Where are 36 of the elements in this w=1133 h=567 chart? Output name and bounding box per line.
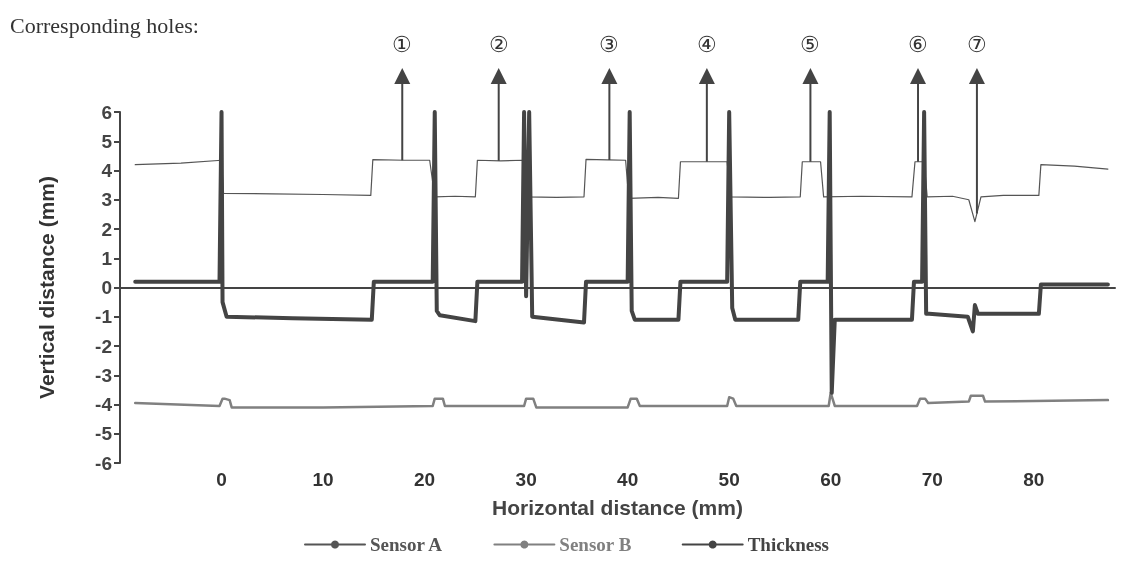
text: Corresponding holes: bbox=[10, 12, 199, 38]
x-tick-label: 80 bbox=[1023, 469, 1045, 490]
y-tick-label: -6 bbox=[95, 452, 112, 474]
annotation: ⑤ bbox=[800, 32, 821, 57]
x-tick-label: 60 bbox=[820, 469, 842, 490]
legend-label: Sensor A bbox=[370, 534, 443, 555]
y-tick-label: 4 bbox=[101, 160, 113, 181]
x-axis-title: Horizontal distance (mm) bbox=[492, 496, 743, 519]
annotation: ① bbox=[392, 32, 413, 57]
x-tick-label: 70 bbox=[921, 469, 943, 490]
y-tick-label: 2 bbox=[101, 218, 112, 240]
y-tick-label: 1 bbox=[101, 247, 113, 269]
annotation: ③ bbox=[599, 32, 620, 57]
y-tick-label: -4 bbox=[95, 394, 113, 415]
x-tick-label: 0 bbox=[216, 469, 227, 490]
x-tick-label: 50 bbox=[718, 469, 740, 490]
y-tick-label: -3 bbox=[95, 364, 112, 386]
y-tick-label: -2 bbox=[95, 335, 112, 357]
x-tick-label: 10 bbox=[312, 469, 334, 490]
x-tick-label: 30 bbox=[515, 469, 537, 490]
y-axis-title: Vertical distance (mm) bbox=[35, 176, 58, 399]
annotation: ④ bbox=[696, 32, 717, 57]
y-tick-label: 6 bbox=[101, 101, 112, 123]
legend-label: Thickness bbox=[747, 534, 829, 555]
y-tick-label: 5 bbox=[101, 130, 113, 152]
annotation: ⑦ bbox=[966, 32, 987, 57]
annotation: ② bbox=[488, 32, 509, 57]
x-tick-label: 40 bbox=[617, 469, 639, 490]
y-tick-label: -5 bbox=[95, 423, 113, 445]
line-series bbox=[133, 391, 1110, 409]
annotation: ⑥ bbox=[908, 32, 929, 57]
x-tick-label: 20 bbox=[414, 469, 436, 490]
y-tick-label: -1 bbox=[95, 306, 113, 328]
y-tick-label: 0 bbox=[101, 277, 112, 298]
legend-label: Sensor B bbox=[559, 534, 632, 555]
y-tick-label: 3 bbox=[101, 189, 112, 211]
